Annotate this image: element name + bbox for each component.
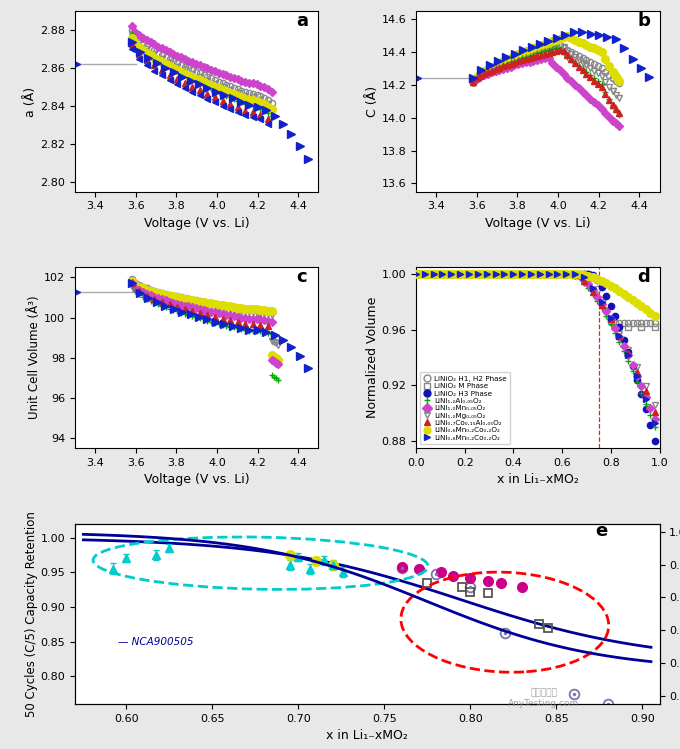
Text: 嘉峪检测网
AnyTesting.com: 嘉峪检测网 AnyTesting.com <box>509 688 579 708</box>
Y-axis label: a (Å): a (Å) <box>24 86 37 117</box>
Y-axis label: C (Å): C (Å) <box>366 86 379 117</box>
Y-axis label: Unit Cell Volume (Å³): Unit Cell Volume (Å³) <box>28 296 41 419</box>
Text: b: b <box>638 12 651 30</box>
Y-axis label: 50 Cycles (C/5) Capacity Retention: 50 Cycles (C/5) Capacity Retention <box>24 511 37 717</box>
Text: a: a <box>296 12 309 30</box>
Text: c: c <box>296 268 307 286</box>
Y-axis label: Normalized Volume: Normalized Volume <box>366 297 379 419</box>
X-axis label: x in Li₁₋xMO₂: x in Li₁₋xMO₂ <box>326 730 408 742</box>
X-axis label: x in Li₁₋xMO₂: x in Li₁₋xMO₂ <box>497 473 579 486</box>
X-axis label: Voltage (V vs. Li): Voltage (V vs. Li) <box>144 473 250 486</box>
Text: e: e <box>595 522 607 540</box>
X-axis label: Voltage (V vs. Li): Voltage (V vs. Li) <box>485 217 590 230</box>
Legend: LiNiO₂ H1, H2 Phase, LiNiO₂ M Phase, LiNiO₂ H3 Phase, LiNi₁.₀Al₀.₀₅O₂, LiNi₁.₀Mn: LiNiO₂ H1, H2 Phase, LiNiO₂ M Phase, LiN… <box>420 372 511 444</box>
Text: d: d <box>638 268 651 286</box>
X-axis label: Voltage (V vs. Li): Voltage (V vs. Li) <box>144 217 250 230</box>
Text: — NCA900505: — NCA900505 <box>118 637 193 647</box>
